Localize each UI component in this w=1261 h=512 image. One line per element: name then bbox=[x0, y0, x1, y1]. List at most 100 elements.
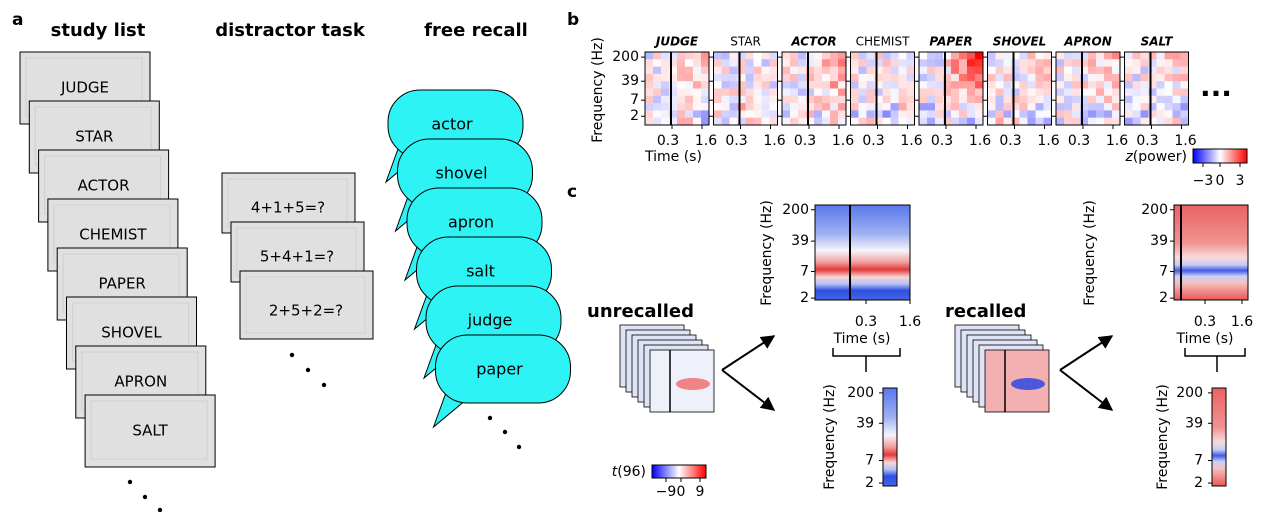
heatmap-cell bbox=[959, 118, 967, 126]
heatmap-cell bbox=[701, 81, 709, 89]
column-title: free recall bbox=[424, 20, 528, 41]
ellipsis-dot bbox=[290, 353, 294, 357]
heatmap-cell bbox=[653, 74, 661, 82]
heatmap-cell bbox=[814, 67, 822, 75]
y-tick-label: 39 bbox=[621, 73, 639, 89]
heatmap-cell bbox=[1125, 59, 1133, 67]
heatmap-cell bbox=[782, 96, 790, 104]
heatmap-cell bbox=[907, 81, 915, 89]
heatmap-cell bbox=[1044, 67, 1052, 75]
problem-text: 2+5+2=? bbox=[269, 302, 343, 320]
heatmap-cell bbox=[798, 103, 806, 111]
heatmap-cell bbox=[899, 118, 907, 126]
heatmap-cell bbox=[746, 74, 754, 82]
heatmap-cell bbox=[891, 96, 899, 104]
heatmap-cell bbox=[1096, 52, 1104, 60]
heatmap-cell bbox=[975, 110, 983, 118]
x-tick-label: 1.6 bbox=[969, 133, 991, 149]
heatmap-cell bbox=[770, 89, 778, 97]
heatmap-cell bbox=[653, 110, 661, 118]
heatmap-cell bbox=[1072, 67, 1080, 75]
x-tick-label: 1.6 bbox=[900, 133, 922, 149]
heatmap-cell bbox=[722, 89, 730, 97]
heatmap-cell bbox=[1112, 96, 1120, 104]
colorbar-tick-label: −9 bbox=[656, 484, 677, 500]
heatmap-cell bbox=[701, 96, 709, 104]
heatmap-cell bbox=[1096, 110, 1104, 118]
heatmap-cell bbox=[935, 110, 943, 118]
y-tick-label: 39 bbox=[1185, 415, 1203, 431]
heatmap-cell bbox=[927, 67, 935, 75]
heatmap-cell bbox=[685, 81, 693, 89]
heatmap bbox=[1174, 205, 1248, 300]
heatmap-cell bbox=[1088, 89, 1096, 97]
heatmap-cell bbox=[859, 67, 867, 75]
heatmap-cell bbox=[988, 81, 996, 89]
heatmap-cell bbox=[1157, 67, 1165, 75]
heatmap-cell bbox=[1004, 67, 1012, 75]
heatmap-cell bbox=[770, 74, 778, 82]
heatmap-cell bbox=[1056, 52, 1064, 60]
heatmap-cell bbox=[661, 96, 669, 104]
word-label: SHOVEL bbox=[993, 35, 1047, 49]
heatmap-cell bbox=[754, 96, 762, 104]
heatmap-cell bbox=[822, 103, 830, 111]
column-title: distractor task bbox=[215, 20, 366, 41]
recall-word: salt bbox=[466, 262, 495, 281]
study-word: CHEMIST bbox=[79, 226, 147, 244]
heatmap-cell bbox=[1020, 52, 1028, 60]
heatmap-cell bbox=[859, 74, 867, 82]
heatmap-cell bbox=[851, 67, 859, 75]
heatmap-cell bbox=[919, 59, 927, 67]
heatmap-cell bbox=[1112, 59, 1120, 67]
heatmap-cell bbox=[1157, 59, 1165, 67]
heatmap-cell bbox=[790, 96, 798, 104]
heatmap-cell bbox=[996, 103, 1004, 111]
heatmap-cell bbox=[701, 110, 709, 118]
x-tick-label: 0.3 bbox=[862, 133, 884, 149]
heatmap-cell bbox=[975, 52, 983, 60]
heatmap-cell bbox=[1181, 81, 1189, 89]
recall-word: shovel bbox=[435, 164, 487, 183]
heatmap-cell bbox=[830, 74, 838, 82]
heatmap-cell bbox=[1104, 103, 1112, 111]
word-label: PAPER bbox=[929, 35, 972, 49]
heatmap-cell bbox=[859, 96, 867, 104]
heatmap-cell bbox=[1141, 59, 1149, 67]
heatmap-cell bbox=[1157, 103, 1165, 111]
heatmap-cell bbox=[838, 59, 846, 67]
heatmap-cell bbox=[1004, 110, 1012, 118]
heatmap-cell bbox=[1044, 81, 1052, 89]
heatmap-cell bbox=[661, 110, 669, 118]
heatmap-cell bbox=[927, 81, 935, 89]
heatmap-cell bbox=[1125, 110, 1133, 118]
heatmap-cell bbox=[814, 74, 822, 82]
heatmap-cell bbox=[1157, 110, 1165, 118]
heatmap-cell bbox=[867, 59, 875, 67]
heatmap-cell bbox=[1072, 74, 1080, 82]
heatmap-cell bbox=[746, 67, 754, 75]
heatmap-cell bbox=[1104, 59, 1112, 67]
heatmap-cell bbox=[653, 96, 661, 104]
heatmap-cell bbox=[883, 81, 891, 89]
heatmap-cell bbox=[661, 118, 669, 126]
heatmap-cell bbox=[661, 74, 669, 82]
heatmap-cell bbox=[1064, 67, 1072, 75]
heatmap-cell bbox=[770, 110, 778, 118]
heatmap-cell bbox=[1096, 96, 1104, 104]
heatmap-cell bbox=[653, 59, 661, 67]
heatmap-cell bbox=[1004, 74, 1012, 82]
heatmap-cell bbox=[1165, 59, 1173, 67]
heatmap-cell bbox=[1104, 81, 1112, 89]
heatmap-cell bbox=[851, 110, 859, 118]
heatmap-cell bbox=[1088, 96, 1096, 104]
heatmap-cell bbox=[883, 103, 891, 111]
heatmap-cell bbox=[1141, 103, 1149, 111]
heatmap-cell bbox=[1056, 89, 1064, 97]
heatmap-cell bbox=[693, 74, 701, 82]
heatmap-cell bbox=[935, 74, 943, 82]
heatmap-cell bbox=[814, 96, 822, 104]
heatmap-cell bbox=[1165, 52, 1173, 60]
heatmap-cell bbox=[822, 96, 830, 104]
heatmap-cell bbox=[959, 59, 967, 67]
